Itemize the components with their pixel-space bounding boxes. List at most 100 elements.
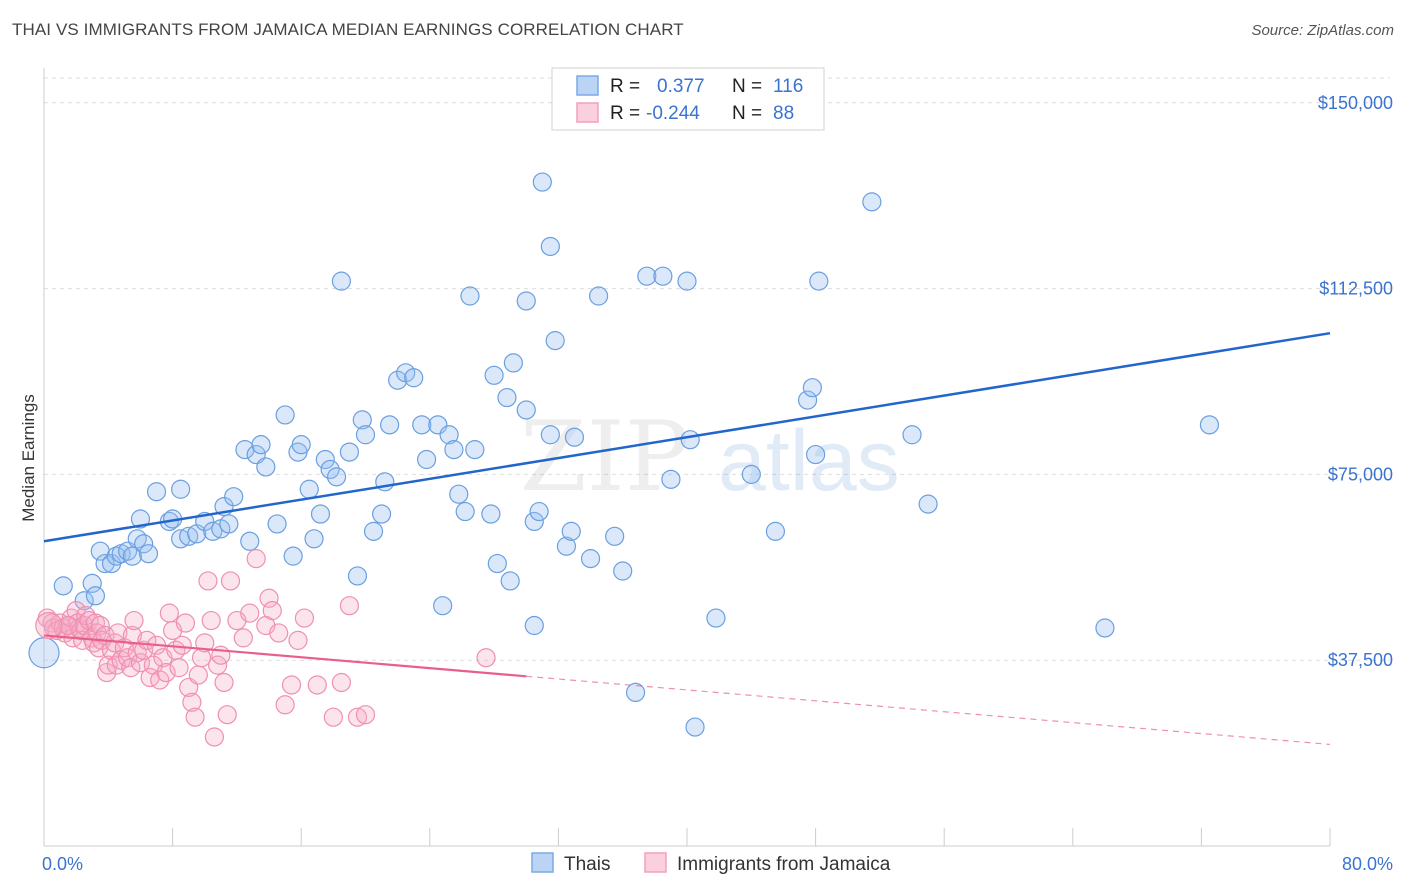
thais-point xyxy=(122,546,143,566)
legend-r-value-2: -0.244 xyxy=(646,103,700,124)
thais-point xyxy=(433,596,453,616)
thais-point xyxy=(363,521,384,541)
thais-point xyxy=(524,615,544,636)
jamaica-point xyxy=(90,615,110,636)
jamaica-trend-line xyxy=(43,634,527,678)
axes xyxy=(43,68,1331,847)
jamaica-point xyxy=(288,630,308,650)
thais-point xyxy=(516,291,536,311)
thais-point xyxy=(219,514,239,534)
jamaica-point xyxy=(262,601,282,621)
thais-point xyxy=(487,553,507,574)
y-axis-label: Median Earnings xyxy=(19,394,38,522)
jamaica-point xyxy=(182,692,202,712)
legend-swatch-thais xyxy=(576,75,599,96)
thais-point xyxy=(497,387,517,408)
thais-point xyxy=(540,236,560,257)
thais-point xyxy=(28,637,60,669)
thais-point xyxy=(388,370,408,390)
thais-point xyxy=(299,479,319,499)
thais-point xyxy=(503,353,523,373)
legend-n-label-2: N = xyxy=(732,103,762,124)
thais-point xyxy=(741,464,761,484)
legend-r-label-2: R = xyxy=(610,103,640,124)
jamaica-point xyxy=(169,658,189,678)
thais-point xyxy=(146,482,167,502)
thais-point xyxy=(902,425,922,445)
thais-point xyxy=(465,440,485,460)
jamaica-point xyxy=(124,610,144,631)
thais-point xyxy=(347,566,368,586)
jamaica-point xyxy=(307,675,327,695)
thais-point xyxy=(339,442,360,462)
thais-point xyxy=(802,378,822,398)
thais-point xyxy=(680,430,700,450)
legend-r-label-1: R = xyxy=(610,76,640,97)
jamaica-point xyxy=(281,675,302,695)
thais-point xyxy=(85,586,106,606)
jamaica-point xyxy=(198,571,218,591)
bottom-legend-swatch-jamaica xyxy=(644,852,667,873)
thais-point xyxy=(797,390,818,410)
thais-point xyxy=(540,425,560,445)
thais-point xyxy=(127,529,147,549)
jamaica-point xyxy=(214,672,234,693)
thais-point xyxy=(637,266,657,286)
y-tick-label: $112,500 xyxy=(1319,279,1393,299)
thais-point xyxy=(1095,618,1115,638)
x-tick-label-min: 0.0% xyxy=(42,854,83,874)
thais-point xyxy=(355,425,376,445)
jamaica-point xyxy=(159,603,179,623)
thais-point xyxy=(371,504,392,524)
chart-title: THAI VS IMMIGRANTS FROM JAMAICA MEDIAN E… xyxy=(12,20,684,39)
thais-trend-line xyxy=(43,331,1331,543)
thais-point xyxy=(320,459,340,480)
jamaica-point xyxy=(97,662,117,683)
jamaica-point xyxy=(233,628,253,648)
thais-point xyxy=(53,576,73,596)
thais-point xyxy=(130,509,151,529)
jamaica-point xyxy=(58,615,78,636)
thais-point xyxy=(561,521,581,541)
thais-point xyxy=(524,511,544,532)
thais-point xyxy=(283,546,303,566)
bottom-legend-thais: Thais xyxy=(564,854,610,875)
source-credit: Source: ZipAtlas.com xyxy=(1251,22,1394,39)
jamaica-point xyxy=(122,625,143,646)
thais-point xyxy=(315,449,335,470)
thais-point xyxy=(556,536,577,556)
jamaica-point xyxy=(259,588,279,608)
thais-point xyxy=(532,172,552,192)
thais-point xyxy=(256,457,276,477)
thais-point xyxy=(613,561,633,581)
x-tick-label-max: 80.0% xyxy=(1342,854,1393,874)
bottom-legend-jamaica: Immigrants from Jamaica xyxy=(677,854,891,875)
thais-point xyxy=(224,487,244,507)
thais-point xyxy=(1199,415,1220,435)
thais-point xyxy=(625,682,646,703)
x-tick-labels: 0.0% 80.0% xyxy=(42,854,1393,874)
bottom-legend-swatch-thais xyxy=(531,852,554,873)
jamaica-point xyxy=(246,549,266,569)
jamaica-point-cluster xyxy=(35,611,63,640)
jamaica-point xyxy=(347,707,368,727)
thais-point xyxy=(460,286,480,306)
thais-point xyxy=(267,514,287,534)
thais-point xyxy=(516,400,536,420)
thais-point xyxy=(251,435,271,455)
thais-point xyxy=(918,494,938,514)
jamaica-point xyxy=(275,695,295,715)
trend-lines xyxy=(43,331,1331,746)
jamaica-point xyxy=(355,705,376,725)
thais-point xyxy=(685,717,705,737)
thais-point xyxy=(661,469,681,489)
jamaica-point xyxy=(185,707,205,727)
thais-point xyxy=(529,501,549,522)
thais-point xyxy=(439,425,459,445)
thais-point xyxy=(352,410,372,430)
thais-point xyxy=(484,365,504,385)
jamaica-point xyxy=(156,662,176,683)
thais-point xyxy=(677,271,697,291)
thais-point xyxy=(416,449,437,470)
